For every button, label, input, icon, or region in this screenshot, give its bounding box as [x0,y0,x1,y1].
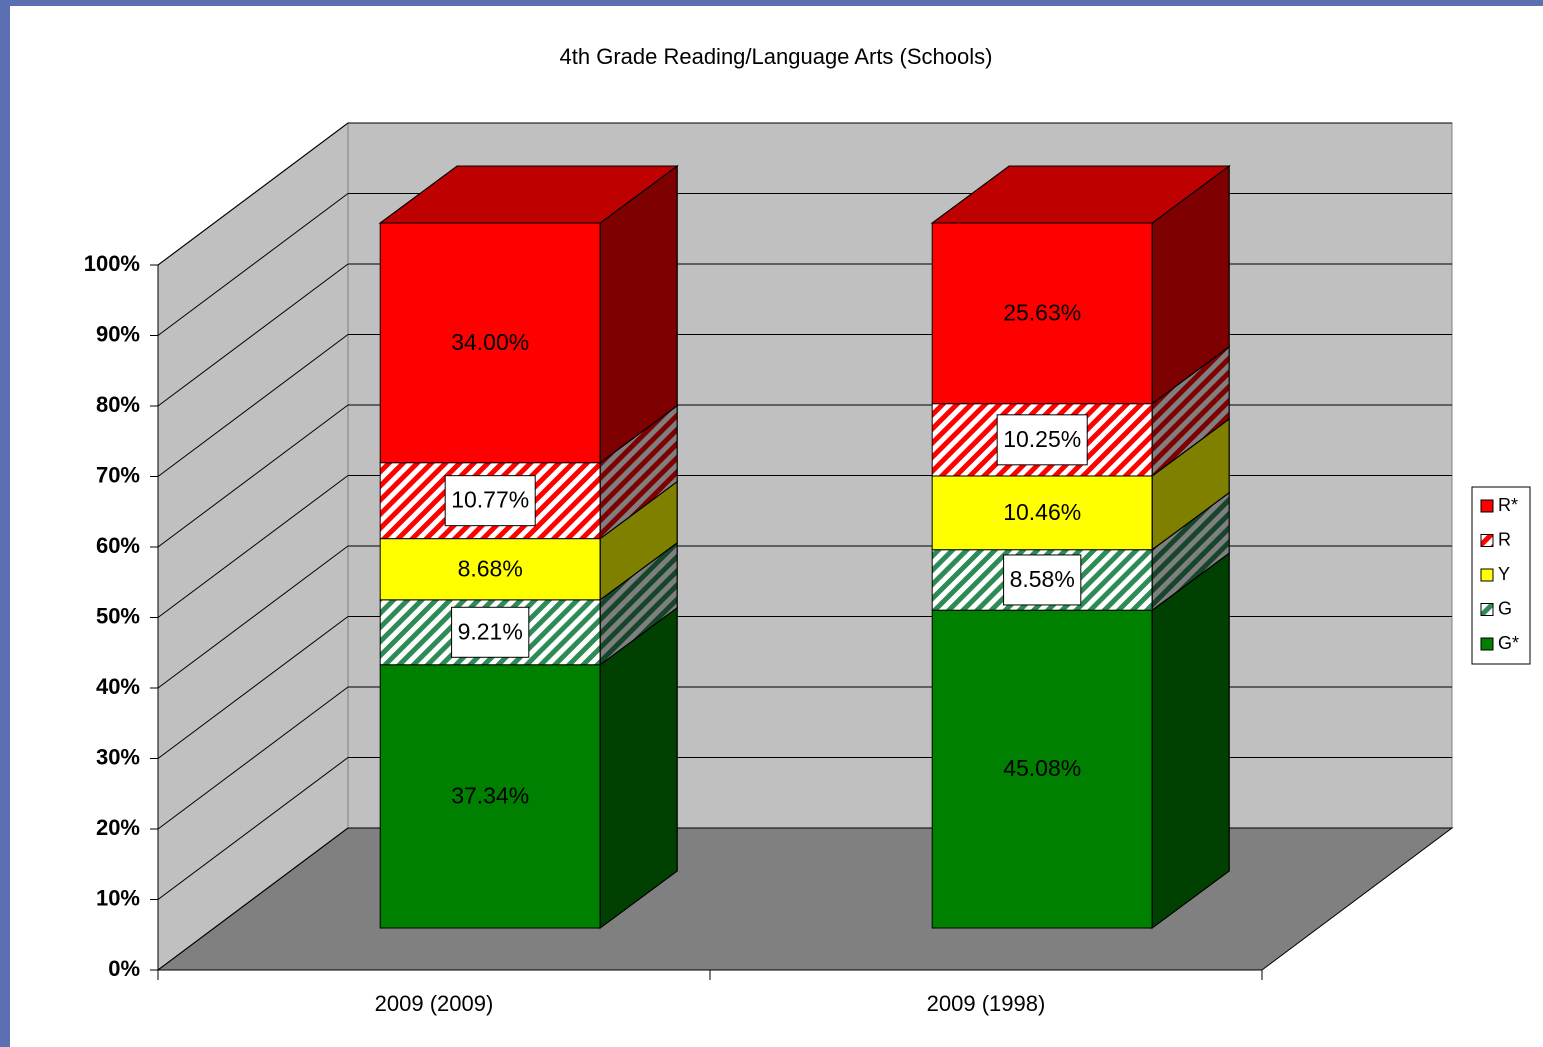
y-tick-label: 50% [96,603,140,628]
chart-title: 4th Grade Reading/Language Arts (Schools… [560,44,993,69]
grid-line [157,827,349,971]
legend-label: R* [1498,495,1518,515]
data-label-box [1003,554,1082,606]
legend-label: Y [1498,564,1510,584]
x-tick-label: 2009 (2009) [375,991,494,1016]
grid-line [157,686,349,830]
data-label-box [996,414,1088,466]
data-label: 9.21% [458,618,523,644]
grid-line [157,475,349,618]
bar-front [379,222,601,464]
legend-label: G [1498,598,1512,618]
grid-line [157,404,349,548]
bar-segment [378,165,679,464]
legend-swatch [1480,499,1494,513]
legend-label: G* [1498,633,1519,653]
y-tick-label: 80% [96,392,140,417]
y-tick-label: 40% [96,674,140,699]
data-label: 10.77% [451,487,529,513]
bar-front [379,664,601,929]
bar-front [931,609,1153,929]
grid-line [157,193,349,336]
bar-segment [931,552,1230,929]
floor [156,827,1454,971]
grid-line [157,545,349,689]
y-tick-label: 70% [96,462,140,487]
data-label: 25.63% [1003,299,1081,325]
data-label: 34.00% [451,329,529,355]
data-label: 8.68% [458,555,523,581]
y-tick-label: 60% [96,533,140,558]
y-tick-label: 100% [84,251,140,276]
data-label-box [444,475,536,527]
bar-segment [931,417,1230,551]
bar-front [931,222,1153,405]
bar-side-shade [1151,552,1230,929]
legend-swatch [1480,568,1494,582]
grid-line [157,263,349,407]
grid-line [157,122,349,266]
legend-swatch [1480,637,1494,651]
x-tick-label: 2009 (1998) [927,991,1046,1016]
bar-front [931,475,1153,551]
y-tick-label: 20% [96,815,140,840]
bar-segment [379,480,678,601]
bar-top-shade [378,165,679,224]
data-label: 10.25% [1003,426,1081,452]
data-label-box [451,606,530,658]
grid-line [157,616,349,759]
grid-line [157,334,349,477]
bar-segment [379,606,678,929]
data-label: 45.08% [1003,755,1081,781]
legend-swatch [1480,534,1494,547]
y-tick-label: 90% [96,321,140,346]
y-tick-label: 30% [96,744,140,769]
legend-label: R [1498,529,1511,549]
data-label: 8.58% [1010,566,1075,592]
legend-swatch [1480,603,1494,616]
y-tick-label: 0% [108,956,140,981]
data-label: 10.46% [1003,499,1081,525]
y-tick-label: 10% [96,885,140,910]
data-label: 37.34% [451,782,529,808]
bar-top-shade [930,165,1231,224]
bar-segment [930,165,1231,405]
grid-line [157,757,349,900]
